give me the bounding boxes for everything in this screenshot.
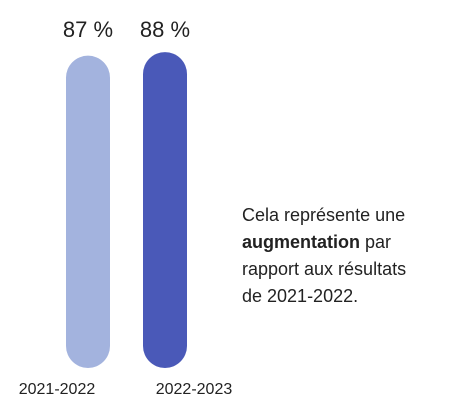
annotation: Cela représente une augmentation par rappor… (242, 205, 406, 306)
bar (143, 52, 187, 369)
annotation-line: par (365, 232, 391, 252)
value-label: 88 % (140, 17, 190, 42)
x-tick-label: 2021-2022 (19, 381, 96, 398)
annotation-line: de 2021-2022. (242, 286, 358, 306)
value-label: 87 % (63, 17, 113, 42)
x-tick-label: 2022-2023 (156, 381, 233, 398)
annotation-line: Cela représente une (242, 205, 405, 225)
annotation-bold: augmentation (242, 232, 360, 252)
annotation-line: rapport aux résultats (242, 259, 406, 279)
bar (66, 55, 110, 369)
